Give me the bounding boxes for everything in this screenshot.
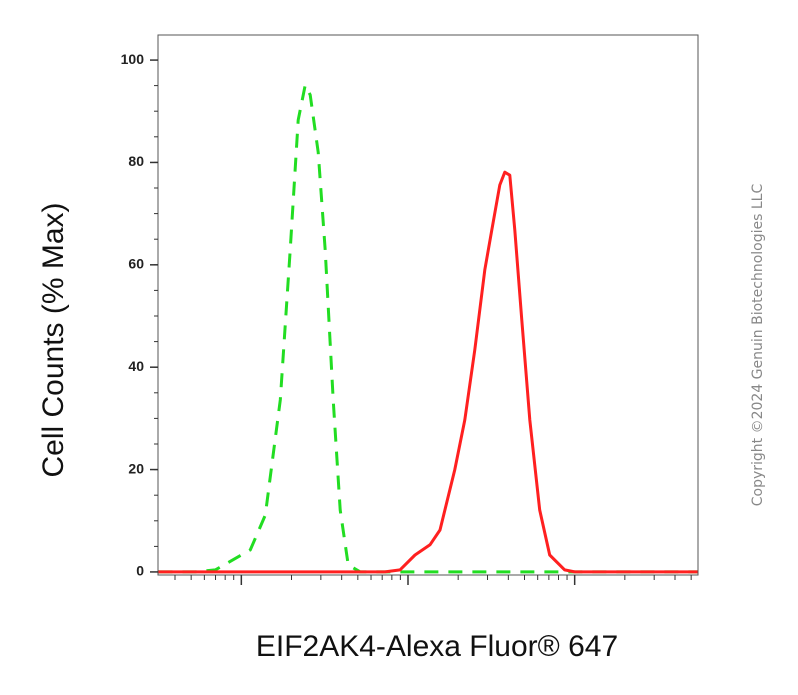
y-tick-label: 0	[136, 563, 144, 579]
series-line	[158, 83, 698, 574]
series-line	[158, 170, 698, 574]
y-tick-label: 40	[128, 358, 144, 374]
y-tick-label: 100	[121, 51, 145, 67]
y-tick-label: 60	[128, 256, 144, 272]
plot-frame	[157, 34, 699, 576]
watermark: Copyright ©2024 Genuin Biotechnologies L…	[750, 184, 766, 507]
x-axis-label: EIF2AK4-Alexa Fluor® 647	[256, 630, 618, 663]
y-axis-label: Cell Counts (% Max)	[37, 202, 70, 477]
y-tick-label: 20	[128, 460, 144, 476]
y-tick-label: 80	[128, 153, 144, 169]
